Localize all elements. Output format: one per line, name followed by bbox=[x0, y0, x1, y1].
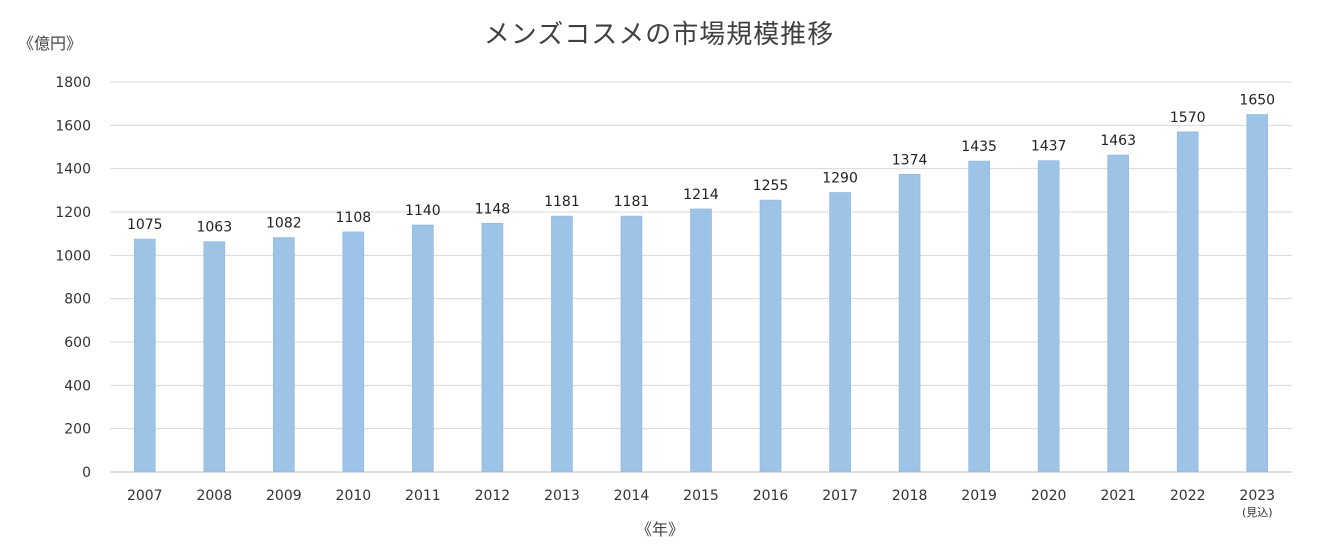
data-label: 1290 bbox=[822, 171, 858, 187]
bar bbox=[481, 222, 504, 473]
bar bbox=[759, 199, 782, 473]
bar bbox=[1107, 154, 1129, 473]
y-tick-label: 1400 bbox=[55, 162, 91, 178]
x-tick-note: (見込) bbox=[1242, 506, 1273, 519]
bar bbox=[342, 231, 365, 473]
bar bbox=[273, 237, 295, 473]
x-tick-label: 2009 bbox=[266, 488, 302, 504]
x-tick-label: 2011 bbox=[405, 488, 441, 504]
bar bbox=[1037, 160, 1060, 473]
bar bbox=[412, 224, 434, 473]
data-label: 1063 bbox=[196, 220, 232, 236]
y-tick-label: 800 bbox=[64, 292, 91, 308]
x-tick-label: 2010 bbox=[336, 488, 372, 504]
y-tick-label: 0 bbox=[82, 465, 91, 481]
x-tick-label: 2023 bbox=[1239, 488, 1275, 504]
y-tick-label: 1200 bbox=[55, 205, 91, 221]
x-tick-label: 2013 bbox=[544, 488, 580, 504]
bar bbox=[829, 192, 851, 473]
y-tick-label: 1800 bbox=[55, 75, 91, 91]
x-tick-label: 2012 bbox=[475, 488, 511, 504]
bar bbox=[203, 241, 226, 473]
data-label: 1148 bbox=[475, 201, 511, 217]
data-label: 1435 bbox=[961, 139, 997, 155]
bars: 1075 1063 1082 1108 1140 1148 1181 1181 1214 1255… bbox=[127, 93, 1275, 473]
x-tick-label: 2014 bbox=[614, 488, 650, 504]
data-label: 1181 bbox=[614, 194, 650, 210]
bar bbox=[968, 160, 990, 473]
x-tick-label: 2016 bbox=[753, 488, 789, 504]
data-label: 1082 bbox=[266, 216, 302, 232]
bar bbox=[1176, 131, 1199, 473]
data-label: 1570 bbox=[1170, 110, 1206, 126]
bar bbox=[690, 208, 712, 473]
chart-title: メンズコスメの市場規模推移 bbox=[483, 20, 835, 50]
data-label: 1255 bbox=[753, 178, 789, 194]
bar bbox=[133, 238, 156, 473]
y-tick-label: 400 bbox=[64, 378, 91, 394]
data-label: 1463 bbox=[1100, 133, 1136, 149]
data-label: 1650 bbox=[1239, 93, 1275, 109]
x-axis-unit-label: 《年》 bbox=[635, 520, 685, 539]
y-tick-label: 600 bbox=[64, 335, 91, 351]
bar bbox=[551, 215, 573, 473]
data-label: 1437 bbox=[1031, 139, 1067, 155]
x-tick-label: 2018 bbox=[892, 488, 928, 504]
bar bbox=[1246, 114, 1269, 473]
y-tick-label: 200 bbox=[64, 422, 91, 438]
x-tick-label: 2020 bbox=[1031, 488, 1067, 504]
x-tick-label: 2017 bbox=[822, 488, 858, 504]
data-label: 1181 bbox=[544, 194, 580, 210]
data-label: 1108 bbox=[336, 210, 372, 226]
axes: 0 200 400 600 800 1000 1200 1400 1600 1800 2007 200… bbox=[55, 75, 1275, 519]
x-tick-label: 2007 bbox=[127, 488, 163, 504]
data-label: 1374 bbox=[892, 152, 928, 168]
y-tick-label: 1600 bbox=[55, 118, 91, 134]
x-tick-label: 2015 bbox=[683, 488, 719, 504]
x-tick-label: 2008 bbox=[196, 488, 232, 504]
data-label: 1214 bbox=[683, 187, 719, 203]
data-label: 1075 bbox=[127, 217, 163, 233]
bar bbox=[620, 215, 643, 473]
bar bbox=[898, 174, 921, 473]
x-tick-label: 2021 bbox=[1100, 488, 1136, 504]
x-tick-label: 2019 bbox=[961, 488, 997, 504]
y-axis-unit-label: 《億円》 bbox=[18, 34, 83, 53]
y-tick-label: 1000 bbox=[55, 248, 91, 264]
x-tick-label: 2022 bbox=[1170, 488, 1206, 504]
data-label: 1140 bbox=[405, 203, 441, 219]
